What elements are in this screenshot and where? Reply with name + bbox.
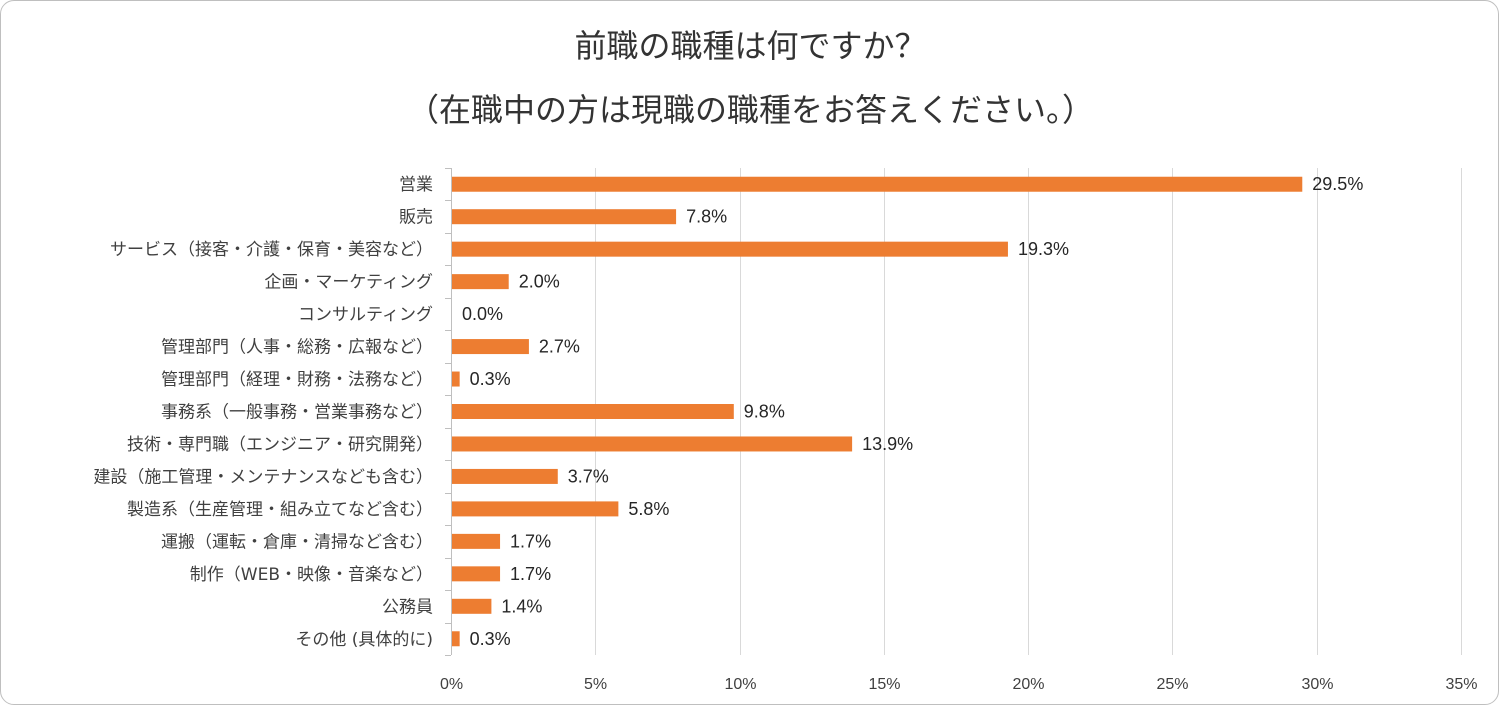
category-label: 運搬（運転・倉庫・清掃など含む）: [161, 532, 433, 552]
bar: [452, 176, 1303, 192]
bar: [452, 468, 558, 484]
bar: [452, 533, 501, 549]
data-label: 2.0%: [519, 272, 560, 292]
bar: [452, 274, 509, 290]
category-label: 公務員: [382, 597, 433, 617]
data-label: 0.0%: [462, 304, 503, 324]
bar: [452, 241, 1008, 257]
category-label: 建設（施工管理・メンテナンスなども含む）: [93, 467, 433, 487]
chart-subtitle: （在職中の方は現職の職種をお答えください。）: [406, 91, 1095, 129]
bar: [452, 404, 734, 419]
category-label: その他 (具体的に): [295, 630, 433, 650]
data-label: 9.8%: [744, 402, 785, 422]
y-axis: [445, 168, 452, 656]
chart-title-block: 前職の職種は何ですか？ （在職中の方は現職の職種をお答えください。）: [0, 24, 1501, 132]
category-label: 管理部門（人事・総務・広報など）: [161, 338, 433, 358]
bar: [452, 209, 677, 225]
bar: [452, 339, 529, 355]
data-label: 1.7%: [510, 564, 551, 584]
x-tick-label: 20%: [1012, 676, 1044, 693]
category-label: 管理部門（経理・財務・法務など）: [161, 370, 433, 390]
x-tick-label: 0%: [440, 676, 463, 693]
data-label: 1.4%: [501, 596, 542, 616]
x-tick-label: 5%: [584, 676, 607, 693]
data-label: 19.3%: [1018, 239, 1069, 259]
bar: [452, 598, 492, 614]
data-label: 0.3%: [470, 369, 511, 389]
category-label: 事務系（一般事務・営業事務など）: [161, 403, 433, 423]
category-label: 営業: [399, 175, 433, 195]
x-tick-label: 25%: [1156, 676, 1188, 693]
x-tick-label: 35%: [1445, 676, 1477, 693]
x-tick-label: 10%: [724, 676, 756, 693]
category-label: 制作（WEB・映像・音楽など）: [190, 565, 433, 585]
chart-title: 前職の職種は何ですか？: [574, 27, 927, 65]
bars: [452, 176, 1303, 647]
bar: [452, 501, 619, 517]
bar: [452, 436, 853, 452]
category-label: 企画・マーケティング: [264, 273, 433, 293]
data-label: 29.5%: [1312, 174, 1363, 194]
data-label: 3.7%: [568, 466, 609, 486]
data-label: 13.9%: [862, 434, 913, 454]
bar: [452, 631, 460, 647]
category-label: サービス（接客・介護・保育・美容など）: [110, 240, 433, 260]
data-label: 7.8%: [686, 207, 727, 227]
category-label: 販売: [399, 208, 433, 228]
data-label: 5.8%: [628, 499, 669, 519]
category-label: コンサルティング: [298, 305, 433, 325]
x-tick-label: 15%: [868, 676, 900, 693]
data-label: 2.7%: [539, 337, 580, 357]
category-label: 技術・専門職（エンジニア・研究開発）: [127, 435, 433, 455]
labels: 0% 5% 10% 15% 20% 25% 30% 35% 29.5% 営業 7.8% 販売 19.3%…: [93, 174, 1477, 693]
data-label: 0.3%: [470, 629, 511, 649]
x-tick-label: 30%: [1301, 676, 1333, 693]
bar: [452, 371, 460, 387]
data-label: 1.7%: [510, 531, 551, 551]
bar: [452, 566, 501, 582]
category-label: 製造系（生産管理・組み立てなど含む）: [127, 500, 433, 520]
